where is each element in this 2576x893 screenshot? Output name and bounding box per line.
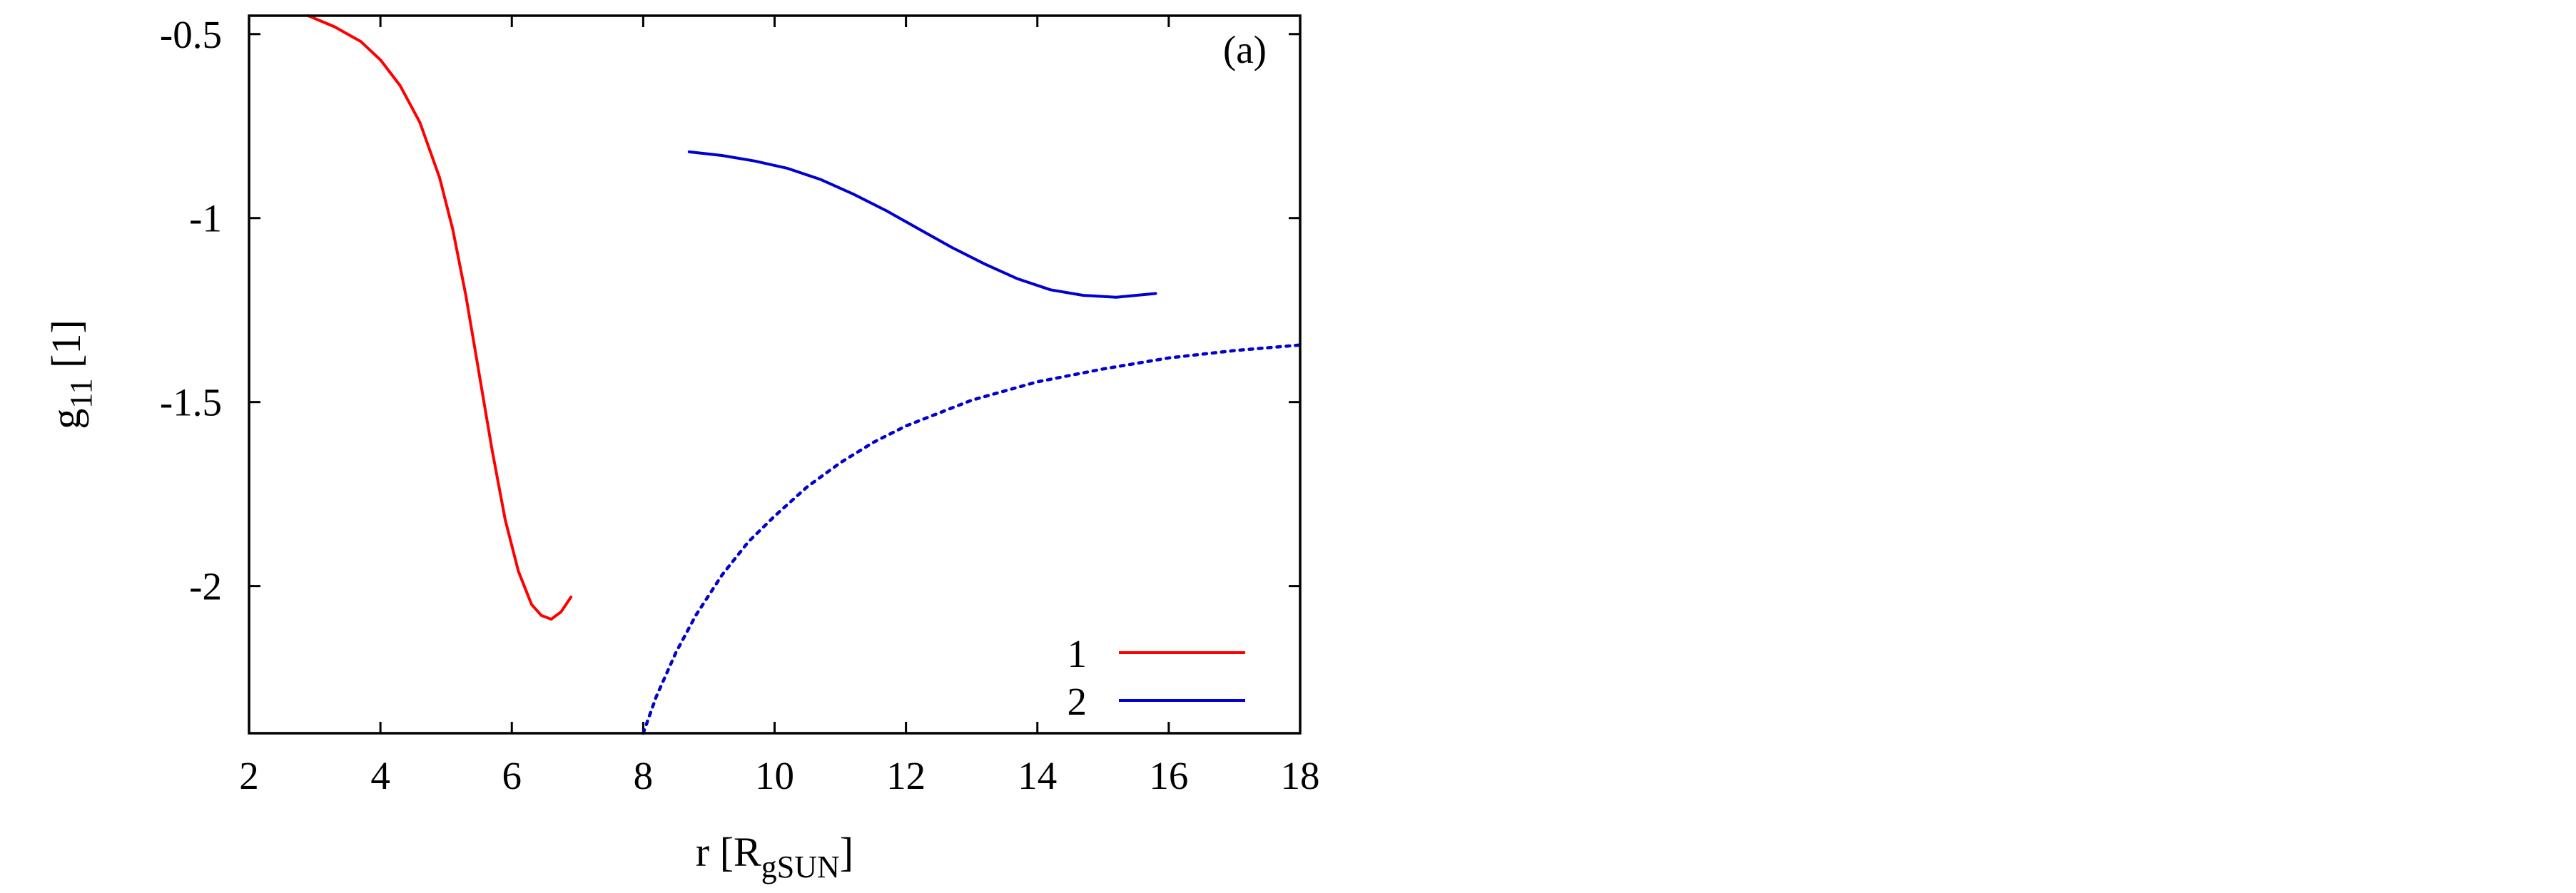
x-tick-label-7: 16 (1149, 754, 1188, 797)
series-line-1 (306, 14, 573, 621)
legend: 12 (1068, 632, 1245, 723)
y-axis-title: g11 [1] (43, 320, 98, 429)
y-axis-title-main: g (43, 409, 89, 429)
y-tick-label-3: -2 (189, 565, 222, 608)
y-axis-title-subscript: 11 (64, 378, 98, 408)
series-lines (306, 14, 1302, 735)
x-axis-title-close: ] (840, 829, 853, 875)
x-tick-label-2: 6 (502, 754, 522, 797)
legend-label-1: 1 (1068, 632, 1087, 675)
y-tick-label-1: -1 (189, 197, 222, 240)
x-axis-title: r [RgSUN] (696, 829, 853, 884)
series-line-3-dotted (642, 343, 1302, 735)
y-tick-label-2: -1.5 (160, 381, 222, 424)
x-tick-label-4: 10 (755, 754, 794, 797)
tick-labels: 2 4 6 8 10 12 14 16 18-0.5-1-1.5-2 (160, 13, 1320, 797)
x-tick-label-1: 4 (370, 754, 390, 797)
y-axis-title-rest: [1] (43, 320, 89, 378)
tick-marks (248, 16, 1302, 733)
x-tick-label-6: 14 (1018, 754, 1057, 797)
x-axis-title-main: r [R (696, 829, 761, 875)
panel-label: (a) (1223, 28, 1267, 71)
y-tick-label-0: -0.5 (160, 13, 222, 56)
plot-area-frame (248, 14, 1302, 735)
series-line-2 (687, 150, 1157, 299)
x-tick-label-5: 12 (886, 754, 926, 797)
x-tick-label-3: 8 (634, 754, 654, 797)
legend-label-2: 2 (1068, 680, 1087, 723)
x-tick-label-8: 18 (1281, 754, 1320, 797)
x-axis-title-subscript: gSUN (761, 849, 840, 884)
x-tick-label-0: 2 (239, 754, 259, 797)
